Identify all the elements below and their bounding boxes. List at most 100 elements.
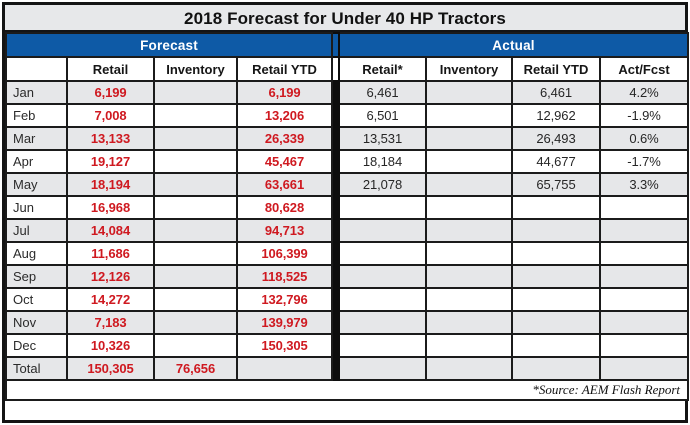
section-divider [331, 80, 340, 105]
section-divider [331, 264, 340, 289]
actual-inventory-cell [425, 333, 513, 358]
actual-act-fcst-cell: -1.9% [598, 103, 690, 128]
forecast-inventory-cell [153, 264, 238, 289]
actual-retail-ytd-cell: 44,677 [511, 149, 601, 174]
actual-inventory-cell [425, 195, 513, 220]
actual-retail-ytd-cell [511, 310, 601, 335]
column-header-actual-inventory: Inventory [425, 56, 513, 82]
forecast-actual-table: Forecast Actual Retail Inventory Retail … [4, 32, 690, 401]
actual-inventory-cell [425, 287, 513, 312]
actual-retail-cell: 13,531 [338, 126, 427, 151]
forecast-inventory-cell [153, 126, 238, 151]
forecast-retail-ytd-cell: 106,399 [236, 241, 333, 266]
forecast-inventory-cell [153, 172, 238, 197]
section-divider [331, 218, 340, 243]
forecast-retail-cell: 7,008 [66, 103, 155, 128]
forecast-retail-ytd-cell: 80,628 [236, 195, 333, 220]
actual-act-fcst-cell: -1.7% [598, 149, 690, 174]
section-divider [331, 126, 340, 151]
forecast-retail-ytd-cell: 45,467 [236, 149, 333, 174]
actual-retail-ytd-cell: 65,755 [511, 172, 601, 197]
table-row: Aug 11,686 106,399 [5, 241, 690, 266]
column-header-actual-retail-ytd: Retail YTD [511, 56, 601, 82]
actual-retail-cell [338, 356, 427, 381]
forecast-retail-cell: 14,272 [66, 287, 155, 312]
actual-retail-ytd-cell [511, 287, 601, 312]
row-label: Nov [5, 310, 68, 335]
row-label: Aug [5, 241, 68, 266]
section-divider [331, 333, 340, 358]
forecast-inventory-cell [153, 310, 238, 335]
forecast-retail-cell: 10,326 [66, 333, 155, 358]
actual-act-fcst-cell [598, 241, 690, 266]
actual-retail-ytd-cell [511, 241, 601, 266]
forecast-inventory-cell [153, 333, 238, 358]
actual-act-fcst-cell [598, 264, 690, 289]
forecast-retail-cell: 19,127 [66, 149, 155, 174]
forecast-inventory-cell [153, 287, 238, 312]
actual-retail-ytd-cell [511, 356, 601, 381]
section-divider [331, 241, 340, 266]
row-label: Sep [5, 264, 68, 289]
actual-retail-cell: 6,461 [338, 80, 427, 105]
forecast-retail-ytd-cell: 63,661 [236, 172, 333, 197]
actual-inventory-cell [425, 103, 513, 128]
actual-retail-ytd-cell [511, 264, 601, 289]
section-divider [331, 356, 340, 381]
row-label: Oct [5, 287, 68, 312]
forecast-retail-cell: 7,183 [66, 310, 155, 335]
column-header-row: Retail Inventory Retail YTD Retail* Inve… [5, 56, 690, 82]
actual-inventory-cell [425, 149, 513, 174]
section-divider [331, 149, 340, 174]
report-title: 2018 Forecast for Under 40 HP Tractors [5, 5, 685, 32]
forecast-retail-cell: 14,084 [66, 218, 155, 243]
actual-act-fcst-cell: 4.2% [598, 80, 690, 105]
section-divider [331, 103, 340, 128]
forecast-inventory-cell [153, 195, 238, 220]
section-header-forecast: Forecast [5, 32, 333, 58]
actual-inventory-cell [425, 218, 513, 243]
actual-retail-cell [338, 310, 427, 335]
forecast-retail-ytd-cell: 13,206 [236, 103, 333, 128]
section-divider [331, 32, 340, 58]
row-label: Total [5, 356, 68, 381]
row-label: Mar [5, 126, 68, 151]
forecast-inventory-cell: 76,656 [153, 356, 238, 381]
forecast-retail-cell: 11,686 [66, 241, 155, 266]
source-note: *Source: AEM Flash Report [4, 379, 690, 401]
actual-inventory-cell [425, 126, 513, 151]
table-row: Jan 6,199 6,199 6,461 6,461 4.2% [5, 80, 690, 105]
column-header-month [5, 56, 68, 82]
forecast-retail-cell: 13,133 [66, 126, 155, 151]
forecast-retail-ytd-cell: 94,713 [236, 218, 333, 243]
section-header-row: Forecast Actual [5, 32, 690, 58]
forecast-retail-ytd-cell: 132,796 [236, 287, 333, 312]
forecast-retail-cell: 12,126 [66, 264, 155, 289]
actual-retail-ytd-cell [511, 333, 601, 358]
forecast-retail-ytd-cell [236, 356, 333, 381]
actual-act-fcst-cell [598, 218, 690, 243]
actual-act-fcst-cell [598, 333, 690, 358]
actual-retail-ytd-cell [511, 195, 601, 220]
actual-act-fcst-cell [598, 310, 690, 335]
table-row: May 18,194 63,661 21,078 65,755 3.3% [5, 172, 690, 197]
actual-act-fcst-cell [598, 195, 690, 220]
forecast-retail-cell: 6,199 [66, 80, 155, 105]
actual-act-fcst-cell [598, 356, 690, 381]
table-row: Jun 16,968 80,628 [5, 195, 690, 220]
column-header-forecast-retail-ytd: Retail YTD [236, 56, 333, 82]
forecast-inventory-cell [153, 103, 238, 128]
actual-act-fcst-cell: 3.3% [598, 172, 690, 197]
forecast-inventory-cell [153, 80, 238, 105]
column-header-forecast-retail: Retail [66, 56, 155, 82]
forecast-retail-cell: 16,968 [66, 195, 155, 220]
forecast-retail-ytd-cell: 118,525 [236, 264, 333, 289]
actual-retail-ytd-cell: 26,493 [511, 126, 601, 151]
section-divider [331, 172, 340, 197]
actual-retail-cell [338, 241, 427, 266]
row-label: Jun [5, 195, 68, 220]
forecast-inventory-cell [153, 149, 238, 174]
row-label: Feb [5, 103, 68, 128]
